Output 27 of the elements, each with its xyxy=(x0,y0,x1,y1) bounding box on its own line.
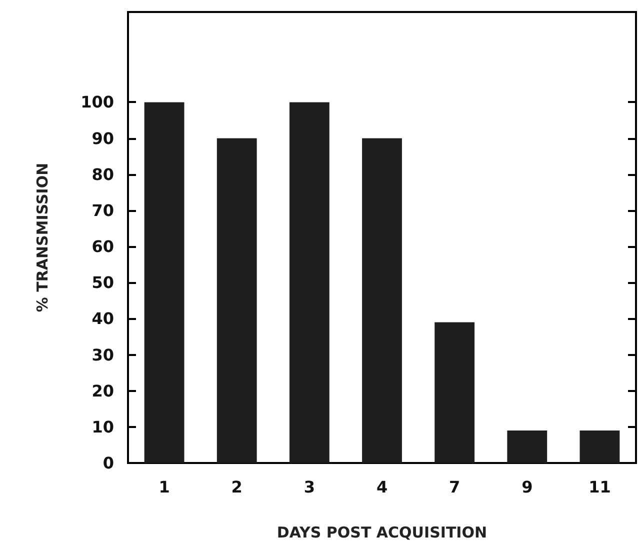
y-tick-label: 100 xyxy=(80,92,114,112)
y-tick-label: 20 xyxy=(92,381,114,400)
y-tick-label: 80 xyxy=(92,164,114,184)
y-tick-label: 0 xyxy=(102,454,114,472)
x-axis-title: DAYS POST ACQUISITION xyxy=(276,524,488,542)
bar xyxy=(144,102,184,463)
x-tick-label: 3 xyxy=(304,478,315,496)
y-tick-label: 90 xyxy=(92,128,114,148)
x-tick-label: 11 xyxy=(588,478,611,496)
y-tick-label: 70 xyxy=(92,200,114,220)
bar xyxy=(289,102,330,463)
y-tick-label: 40 xyxy=(92,309,114,328)
x-tick-label: 2 xyxy=(231,478,242,496)
y-tick-label: 10 xyxy=(92,417,114,436)
x-tick-label: 4 xyxy=(376,478,388,496)
x-tick-label: 9 xyxy=(522,478,533,496)
bar xyxy=(580,430,620,463)
y-axis-title: % TRANSMISSION xyxy=(34,162,52,312)
y-tick-label: 30 xyxy=(92,345,114,364)
bar xyxy=(362,138,402,463)
y-tick-label: 60 xyxy=(92,237,114,256)
bar xyxy=(434,322,475,463)
y-tick-label: 50 xyxy=(92,273,114,292)
bar xyxy=(507,430,548,463)
x-tick-label: 7 xyxy=(449,478,460,496)
bar xyxy=(216,138,257,463)
x-tick-label: 1 xyxy=(158,478,170,496)
